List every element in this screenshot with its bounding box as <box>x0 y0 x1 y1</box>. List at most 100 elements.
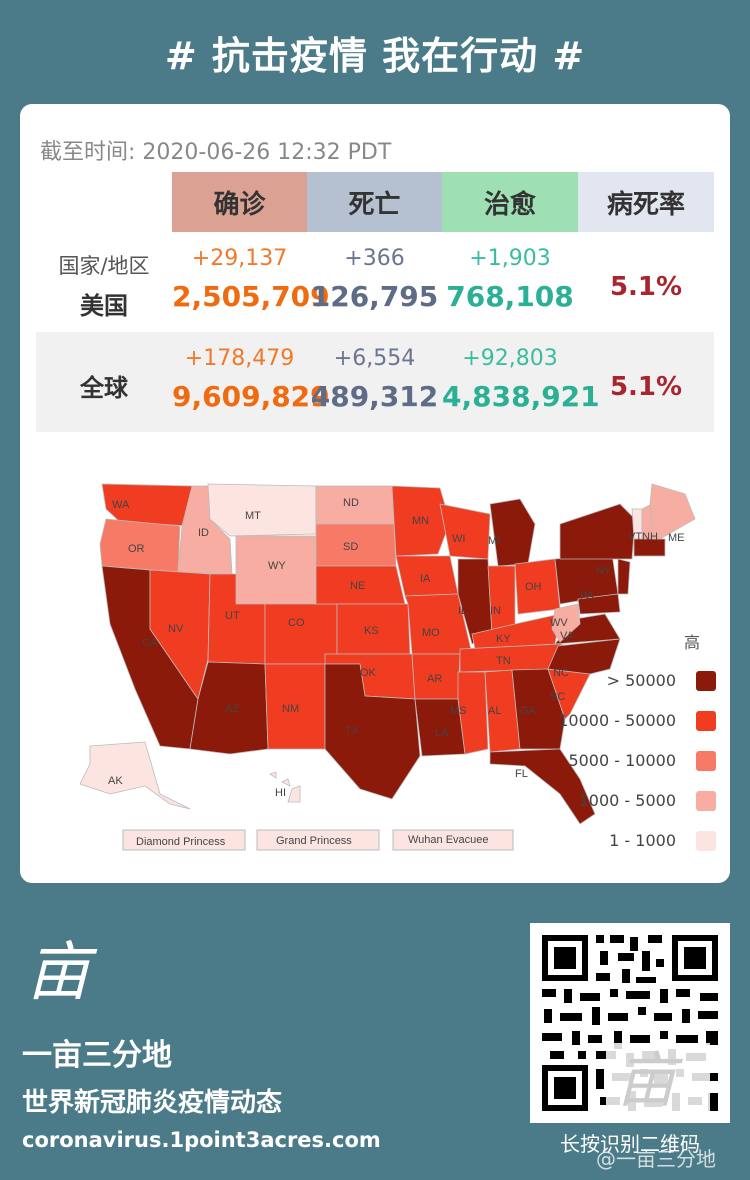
state-TX[interactable] <box>324 663 421 800</box>
state-MD[interactable] <box>577 593 621 615</box>
state-HI[interactable] <box>269 771 301 803</box>
qr-caption: 长按识别二维码 <box>560 1132 700 1156</box>
legend-item: 1 - 1000 <box>560 829 720 853</box>
watermark: @一亩三分地 <box>596 1147 716 1171</box>
state-GA[interactable] <box>511 668 566 750</box>
state-NJ[interactable] <box>617 558 631 595</box>
svg-text:KY: KY <box>496 633 511 645</box>
svg-text:ID: ID <box>198 527 209 539</box>
svg-text:VT: VT <box>628 531 642 543</box>
brand-subtitle: 世界新冠肺炎疫情动态 <box>22 1088 283 1118</box>
svg-text:LA: LA <box>435 727 449 739</box>
svg-text:CO: CO <box>288 617 305 629</box>
page-header: # 抗击疫情 我在行动 # <box>0 0 750 104</box>
state-MN[interactable] <box>391 485 451 557</box>
state-FL[interactable] <box>489 748 596 825</box>
legend-item: 5000 - 10000 <box>560 749 720 773</box>
global-deaths-delta: +6,554 <box>333 346 416 371</box>
stats-card: 截至时间: 2020-06-26 12:32 PDT 确诊 死亡 治愈 病死率 … <box>20 104 730 883</box>
qr-code[interactable]: 亩 <box>530 923 730 1123</box>
svg-text:CA: CA <box>142 637 158 649</box>
global-deaths-total: 489,312 <box>310 380 439 413</box>
svg-text:AZ: AZ <box>225 703 239 715</box>
svg-text:ME: ME <box>668 532 685 544</box>
special-group-wuhan-evacuee: Wuhan Evacuee <box>408 834 489 846</box>
svg-text:MT: MT <box>245 510 261 522</box>
stats-row-global: 全球 +178,479 9,609,829 +6,554 489,312 +92… <box>36 332 714 432</box>
column-header-confirmed: 确诊 <box>172 172 307 232</box>
svg-text:NV: NV <box>168 623 184 635</box>
state-MT[interactable] <box>207 483 317 537</box>
special-group-grand-princess: Grand Princess <box>276 835 352 847</box>
timestamp: 截至时间: 2020-06-26 12:32 PDT <box>40 140 392 165</box>
svg-text:亩: 亩 <box>616 1046 683 1116</box>
svg-text:TX: TX <box>345 725 360 737</box>
svg-text:WV: WV <box>550 617 568 629</box>
svg-text:MO: MO <box>422 627 440 639</box>
svg-text:NY: NY <box>596 565 612 577</box>
region-name-global: 全球 <box>80 374 128 402</box>
us-confirmed-delta: +29,137 <box>191 246 288 271</box>
svg-text:OR: OR <box>128 543 145 555</box>
us-confirmed-total: 2,505,709 <box>172 280 330 313</box>
brand-logo-icon: 亩 <box>26 936 98 1008</box>
us-deaths-total: 126,795 <box>310 280 439 313</box>
site-url[interactable]: coronavirus.1point3acres.com <box>22 1128 381 1152</box>
legend-item: 1000 - 5000 <box>560 789 720 813</box>
svg-text:VA: VA <box>560 630 575 642</box>
state-WI[interactable] <box>439 503 491 560</box>
state-IN[interactable] <box>487 565 516 635</box>
state-MI[interactable] <box>489 498 536 567</box>
state-AK[interactable] <box>79 741 191 810</box>
svg-text:亩: 亩 <box>26 936 98 1008</box>
svg-text:NC: NC <box>553 667 569 679</box>
svg-text:TN: TN <box>496 655 511 667</box>
global-fatality-rate: 5.1% <box>609 372 683 402</box>
svg-text:SC: SC <box>550 691 565 703</box>
legend-title: 高 <box>684 633 701 652</box>
svg-text:HI: HI <box>275 787 286 799</box>
svg-text:AR: AR <box>427 673 442 685</box>
svg-text:GA: GA <box>520 705 537 717</box>
legend-item: 10000 - 50000 <box>558 709 720 733</box>
svg-text:AL: AL <box>488 705 501 717</box>
us-recovered-total: 768,108 <box>446 280 574 313</box>
state-ME[interactable] <box>649 483 696 540</box>
svg-text:AK: AK <box>108 775 123 787</box>
svg-text:WA: WA <box>112 499 130 511</box>
us-deaths-delta: +366 <box>344 246 405 271</box>
state-WV[interactable] <box>551 603 581 643</box>
global-confirmed-delta: +178,479 <box>184 346 295 371</box>
svg-text:ND: ND <box>343 497 359 509</box>
global-recovered-delta: +92,803 <box>462 346 558 371</box>
svg-text:SD: SD <box>343 541 358 553</box>
svg-text:KS: KS <box>364 625 379 637</box>
svg-text:FL: FL <box>515 768 528 780</box>
svg-text:IL: IL <box>458 605 467 617</box>
column-header-deaths: 死亡 <box>307 172 442 232</box>
svg-text:MI: MI <box>488 535 500 547</box>
svg-text:WY: WY <box>268 560 286 572</box>
column-header-recovered: 治愈 <box>442 172 578 232</box>
global-recovered-total: 4,838,921 <box>442 380 600 413</box>
svg-text:MN: MN <box>412 515 429 527</box>
state-NY[interactable] <box>559 503 636 560</box>
svg-text:NM: NM <box>282 703 299 715</box>
svg-text:NE: NE <box>350 580 365 592</box>
legend-item: > 50000 <box>560 669 720 693</box>
svg-text:IN: IN <box>490 605 501 617</box>
global-confirmed-total: 9,609,829 <box>172 380 330 413</box>
state-MS[interactable] <box>457 671 489 755</box>
svg-text:NH: NH <box>642 531 658 543</box>
region-name-us: 美国 <box>80 292 128 320</box>
us-recovered-delta: +1,903 <box>469 246 551 271</box>
svg-text:PA: PA <box>580 590 595 602</box>
page-title: # 抗击疫情 我在行动 # <box>164 33 586 78</box>
us-fatality-rate: 5.1% <box>609 272 683 302</box>
brand-name: 一亩三分地 <box>22 1038 172 1073</box>
qr-center-logo-icon: 亩 <box>606 1043 710 1116</box>
svg-text:MS: MS <box>450 705 467 717</box>
special-group-diamond-princess: Diamond Princess <box>136 836 226 848</box>
svg-text:UT: UT <box>225 610 240 622</box>
special-group-boxes: Diamond Princess Grand Princess Wuhan Ev… <box>122 829 514 851</box>
